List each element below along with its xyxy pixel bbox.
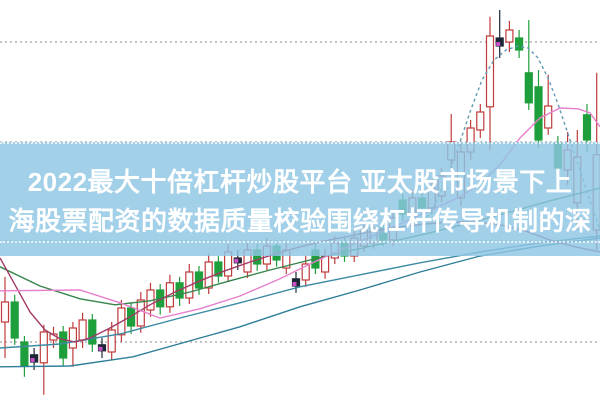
gridline-in-band-top: [0, 142, 600, 144]
headline-line-2: 海股票配资的数据质量校验围绕杠杆传导机制的深: [8, 206, 592, 236]
gridline-in-band-lower: [0, 241, 600, 243]
headline-line-1: 2022最大十倍杠杆炒股平台 亚太股市场景下上: [27, 167, 573, 197]
headline-overlay-band: 2022最大十倍杠杆炒股平台 亚太股市场景下上 海股票配资的数据质量校验围绕杠杆…: [0, 142, 600, 256]
